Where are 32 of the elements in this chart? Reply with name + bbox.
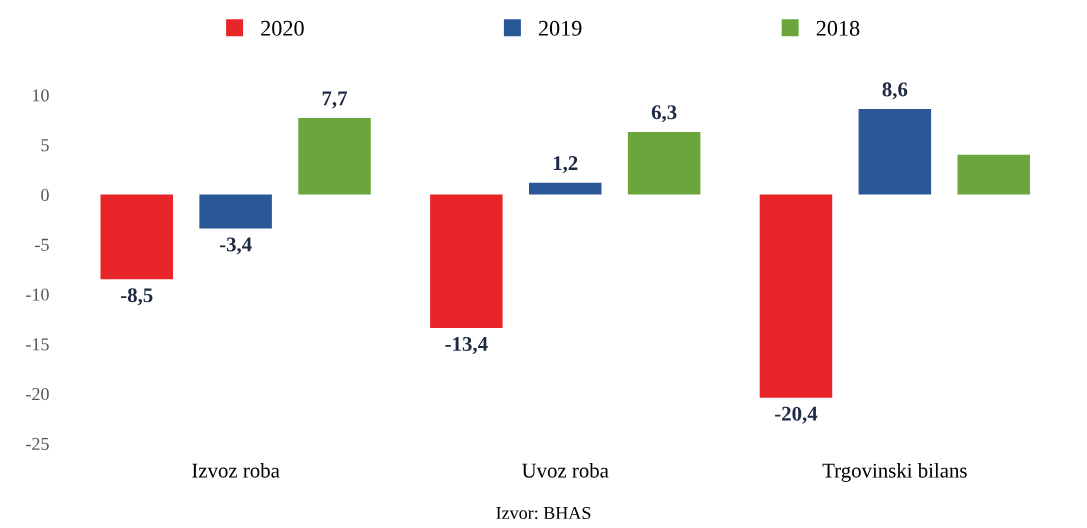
bar	[528, 182, 602, 195]
y-tick-label: 5	[41, 139, 49, 152]
y-tick-label: -15	[26, 338, 49, 351]
y-tick-label: -25	[26, 437, 49, 450]
data-label: -13,4	[445, 337, 488, 355]
bar	[957, 154, 1030, 195]
y-tick-label: -20	[26, 387, 49, 401]
x-tick-label: Uvoz roba	[522, 462, 609, 478]
bar	[298, 117, 371, 195]
bar	[858, 108, 932, 195]
data-label: 6,3	[651, 105, 677, 123]
y-tick-label: 10	[33, 89, 49, 102]
bar	[100, 194, 174, 280]
legend-label: 2020	[261, 20, 304, 36]
legend-label: 2019	[538, 20, 582, 36]
data-label: -3,4	[219, 237, 252, 255]
y-tick-label: -5	[35, 238, 49, 251]
data-label: 8,6	[882, 82, 908, 100]
data-label: 7,7	[322, 91, 348, 109]
y-tick-label: 0	[41, 188, 49, 202]
bar	[199, 194, 272, 229]
data-label: -8,5	[121, 288, 153, 306]
legend-label: 2018	[816, 20, 860, 36]
bar	[759, 194, 833, 398]
data-label: 1,2	[553, 156, 578, 174]
bar	[430, 194, 503, 329]
x-tick-label: Trgovinski bilans	[822, 462, 967, 482]
x-tick-label: Izvoz roba	[192, 462, 280, 478]
y-tick-label: -10	[26, 288, 49, 301]
text: Izvor: BHAS	[496, 506, 591, 520]
data-label: -20,4	[775, 406, 818, 424]
bar	[627, 131, 701, 195]
